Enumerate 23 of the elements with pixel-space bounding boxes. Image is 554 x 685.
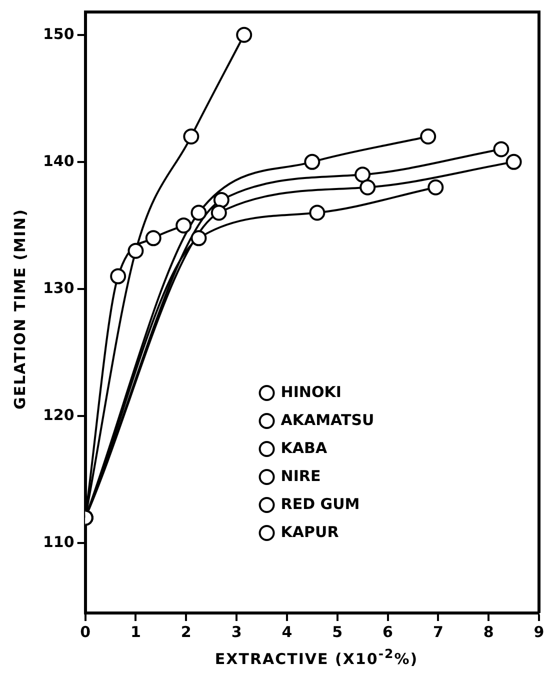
y-tick-label: 130 [43, 278, 74, 297]
x-tick-label: 8 [483, 622, 494, 641]
y-tick-label: 150 [43, 24, 74, 43]
legend-label: AKAMATSU [280, 410, 374, 429]
legend-label: HINOKI [280, 382, 342, 401]
x-tick-label: 9 [534, 622, 544, 641]
x-tick-label: 6 [382, 622, 393, 641]
x-tick-label: 1 [130, 622, 141, 641]
y-tick-label: 140 [43, 152, 74, 170]
legend-label: KAPUR [280, 522, 340, 541]
y-tick-label: 110 [43, 533, 74, 552]
x-tick-label: 0 [80, 622, 91, 641]
x-tick-label: 7 [432, 622, 444, 641]
y-axis-title: GELATION TIME (MIN) [11, 208, 29, 412]
y-tick-label: 120 [43, 406, 74, 424]
legend-label: NIRE [280, 466, 321, 485]
x-axis-title: EXTRACTIVE (X10$^{-2}$%) [214, 646, 420, 668]
x-tick-label: 3 [231, 622, 242, 641]
legend-label: KABA [280, 438, 328, 457]
x-tick-label: 5 [332, 622, 343, 641]
x-tick-label: 4 [282, 622, 292, 641]
x-tick-label: 2 [180, 622, 192, 641]
legend-label: RED GUM [280, 494, 360, 513]
